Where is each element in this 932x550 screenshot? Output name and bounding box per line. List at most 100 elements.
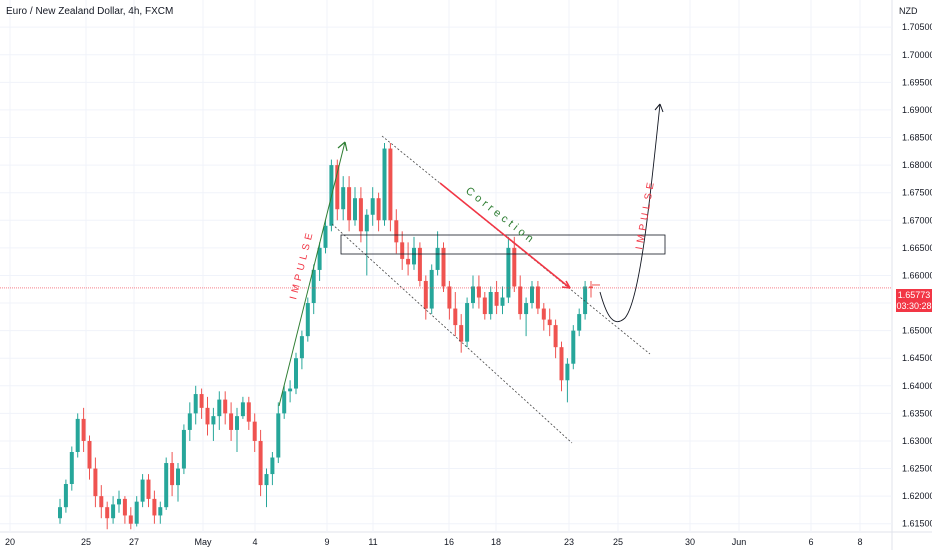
candle-body xyxy=(81,418,86,441)
price-tick-label: 1.65000 xyxy=(902,326,932,336)
time-tick-label: 30 xyxy=(685,537,695,547)
currency-label: NZD xyxy=(899,6,918,16)
candle-body xyxy=(589,286,593,289)
candle-body xyxy=(187,413,192,430)
price-tick-label: 1.67000 xyxy=(902,215,932,225)
candle-body xyxy=(553,325,558,348)
candle-body xyxy=(364,214,369,232)
candle-body xyxy=(535,286,540,309)
candle-body xyxy=(471,286,475,304)
candle-body xyxy=(429,269,434,309)
candle-body xyxy=(559,347,564,381)
countdown-timer: 03:30:28 xyxy=(896,301,932,311)
candle-body xyxy=(518,286,523,315)
candle-body xyxy=(164,463,169,508)
candle-body xyxy=(205,407,210,425)
candle-body xyxy=(99,496,104,508)
candle-body xyxy=(512,247,517,287)
time-axis[interactable]: 20 25 27 May 4 9 11 16 18 23 25 30 Jun 6 8 xyxy=(5,537,863,547)
time-tick-label: 18 xyxy=(491,537,501,547)
candle-body xyxy=(311,269,316,304)
candle-body xyxy=(146,479,151,499)
resistance-zone xyxy=(340,234,666,255)
candle-body xyxy=(87,440,92,469)
candle-body xyxy=(229,413,234,430)
candle-body xyxy=(317,247,322,270)
chart-title: Euro / New Zealand Dollar, 4h, FXCM xyxy=(6,6,174,17)
price-tick-label: 1.63000 xyxy=(902,436,932,446)
candle-body xyxy=(482,297,487,315)
candle-body xyxy=(305,303,310,337)
candle-body xyxy=(93,468,98,497)
candle-body xyxy=(235,416,239,430)
candle-body xyxy=(382,148,387,221)
time-tick-label: 25 xyxy=(81,537,91,547)
candle-body xyxy=(406,258,411,265)
candle-body xyxy=(388,148,393,221)
candle-body xyxy=(441,247,446,287)
projection-curve xyxy=(599,103,661,322)
projection-arrow-head xyxy=(654,103,664,113)
time-tick-label: Jun xyxy=(732,537,747,547)
candle-body xyxy=(181,429,186,469)
candle-body xyxy=(105,507,110,519)
candle-body xyxy=(459,325,464,342)
candle-body xyxy=(276,413,281,458)
candle-body xyxy=(583,286,588,315)
price-tick-label: 1.62000 xyxy=(902,491,932,501)
price-tick-label: 1.62500 xyxy=(902,464,932,474)
time-tick-label: 20 xyxy=(5,537,15,547)
candle-body xyxy=(541,308,546,320)
time-tick-label: 16 xyxy=(444,537,454,547)
candle-body xyxy=(199,394,204,408)
candle-body xyxy=(152,498,157,516)
price-tick-label: 1.68500 xyxy=(902,133,932,143)
price-tick-label: 1.70000 xyxy=(902,50,932,60)
price-tick-label: 1.61500 xyxy=(902,519,932,529)
price-tick-label: 1.69500 xyxy=(902,77,932,87)
price-tick-label: 1.63500 xyxy=(902,408,932,418)
time-tick-label: 9 xyxy=(324,537,329,547)
candle-body xyxy=(128,515,133,524)
time-tick-label: 23 xyxy=(564,537,574,547)
candle-body xyxy=(571,330,576,364)
time-tick-label: 8 xyxy=(857,537,862,547)
candle-body xyxy=(347,187,352,221)
candle-body xyxy=(217,399,222,417)
price-tick-label: 1.64000 xyxy=(902,381,932,391)
candle-body xyxy=(524,303,529,315)
candle-body xyxy=(358,198,363,232)
price-axis[interactable]: 1.70500 1.70000 1.69500 1.69000 1.68500 1.680… xyxy=(902,22,932,529)
impulse-projection-label: IMPULSE xyxy=(634,178,657,251)
candle-body xyxy=(530,286,534,304)
correction-arrow-head xyxy=(561,280,571,289)
time-tick-label: May xyxy=(194,537,212,547)
candle-body xyxy=(394,220,399,243)
candle-body xyxy=(252,421,257,441)
candle-body xyxy=(270,457,275,475)
candle-body xyxy=(282,391,287,414)
candle-body xyxy=(288,388,293,392)
candle-body xyxy=(494,292,499,306)
candle-body xyxy=(75,418,80,452)
candle-body xyxy=(58,507,62,519)
correction-arrow-line xyxy=(439,182,571,289)
candle-body xyxy=(435,247,440,270)
candle-body xyxy=(246,402,251,422)
candle-body xyxy=(376,198,381,221)
candle-body xyxy=(341,187,346,210)
time-tick-label: 6 xyxy=(808,537,813,547)
candle-body xyxy=(577,314,582,331)
candle-body xyxy=(158,507,163,516)
candle-body xyxy=(69,452,74,484)
candle-body xyxy=(447,286,452,309)
price-tick-label: 1.68000 xyxy=(902,160,932,170)
candle-body xyxy=(117,498,121,505)
impulse-arrow-head xyxy=(337,141,348,152)
price-tick-label: 1.64500 xyxy=(902,353,932,363)
impulse-arrow-line xyxy=(278,141,346,407)
time-tick-label: 25 xyxy=(613,537,623,547)
